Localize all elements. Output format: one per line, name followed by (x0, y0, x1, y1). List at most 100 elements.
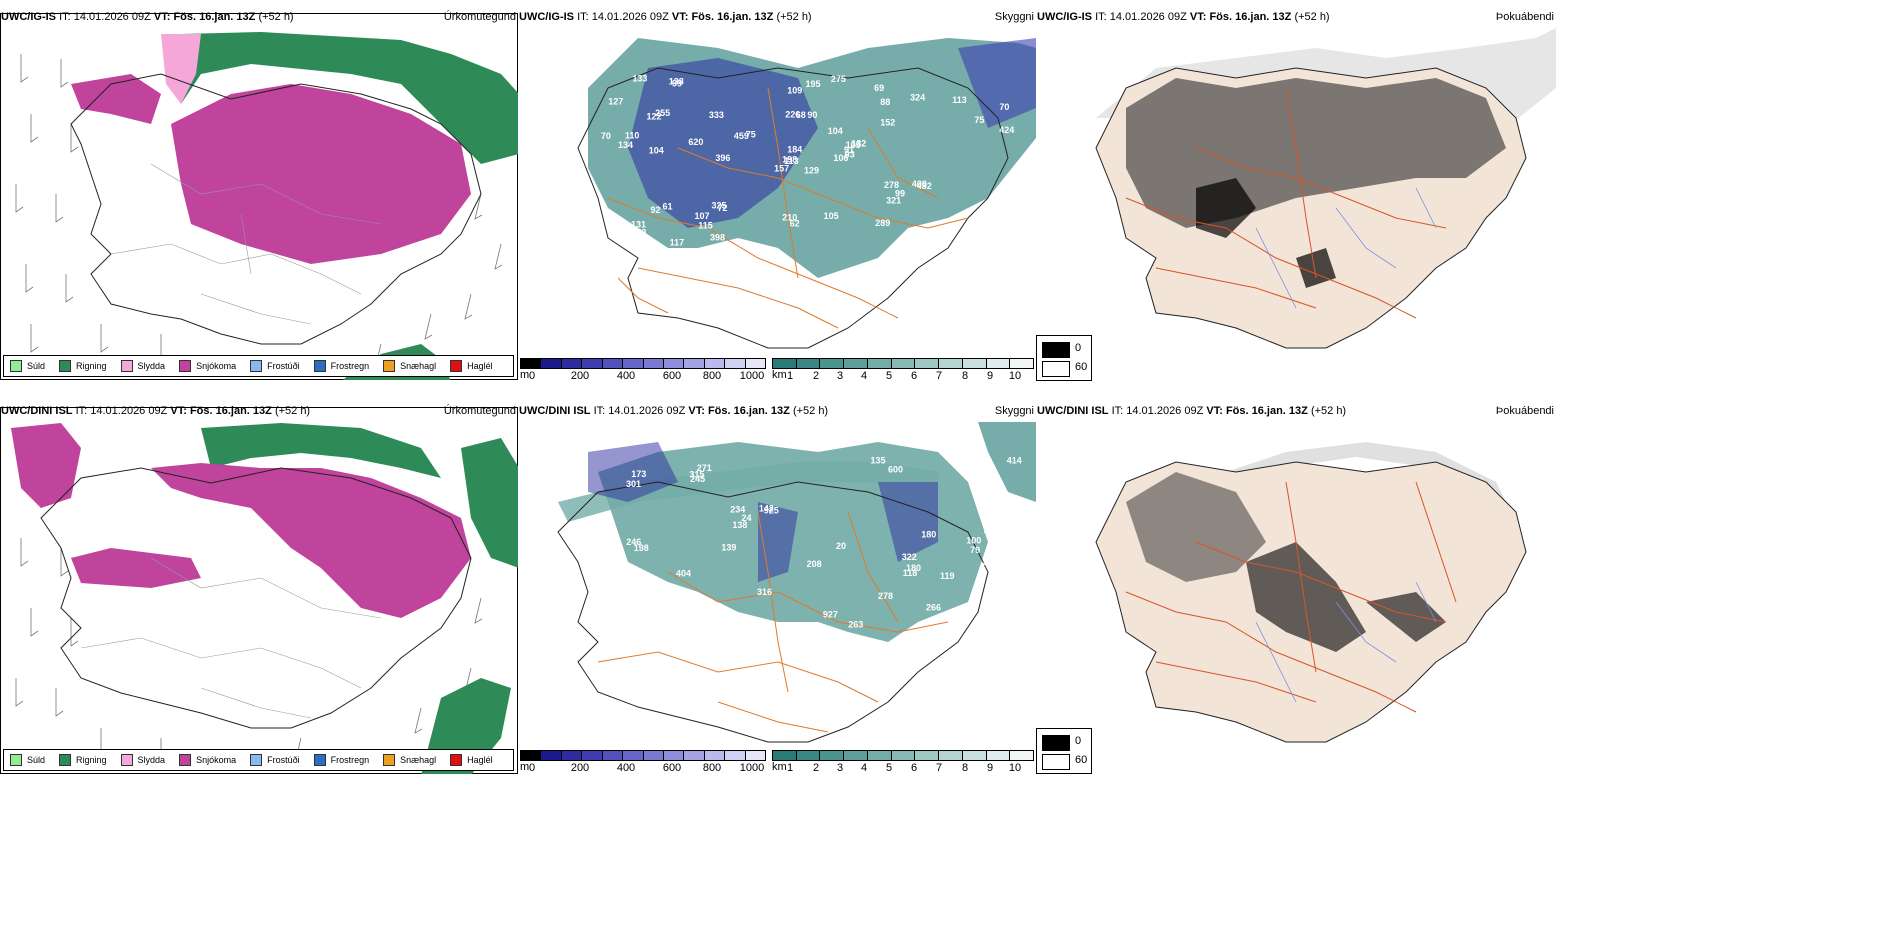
snow-area-north (151, 463, 471, 618)
panel-header: UWC/IG-IS IT: 14.01.2026 09Z VT: Fös. 16… (1, 11, 516, 23)
panel-header: UWC/DINI ISL IT: 14.01.2026 09Z VT: Fös.… (519, 405, 1034, 417)
rain-area-north (201, 423, 441, 478)
visibility-band-north (558, 462, 938, 522)
init-time: 14.01.2026 09Z (1126, 405, 1204, 417)
ceiling-label: 289 (875, 218, 890, 228)
ceiling-label: 456 (987, 216, 1002, 226)
snow-area-northwest (11, 423, 81, 508)
ceiling-label: 173 (631, 469, 646, 479)
ceiling-label: 925 (764, 506, 779, 516)
snow-area-band (71, 548, 201, 588)
ceiling-label: 88 (880, 97, 890, 107)
ceiling-label: 301 (626, 479, 641, 489)
legend-item: Snæhagl (383, 754, 436, 766)
roads (597, 511, 949, 733)
ceiling-label: 113 (784, 156, 799, 166)
ceiling-label: 72 (718, 203, 728, 213)
colorbar-unit: m (520, 369, 530, 381)
init-time: 14.01.2026 09Z (73, 11, 151, 23)
ceiling-label: 131 (631, 219, 646, 229)
visibility-colorbar-bottom: km 1 2 3 4 5 6 7 8 9 10 (772, 750, 1034, 776)
parameter-name: Úrkomutegund (443, 405, 516, 417)
ceiling-label: 61 (663, 201, 673, 211)
ceiling-label: 75 (746, 130, 756, 140)
legend-item: Frostúði (250, 754, 300, 766)
ceiling-label: 245 (690, 474, 705, 484)
precip-map-area: Súld Rigning Slydda Snjókoma Frostúði Fr… (0, 407, 518, 774)
ceiling-label: 91 (844, 145, 854, 155)
colorbar-ticks: 0 200 400 600 800 1000 (528, 370, 765, 382)
visibility-map-area: 322 79 84 271 925 266 695 600 234 263 301 246 173 645… (518, 422, 1036, 774)
ceiling-label: 325 (712, 200, 727, 210)
visibility-map: 129 122 113 131 105 72 69 90 88 106 99 86 104 70 157 15… (577, 38, 1036, 349)
precip-type-legend: Súld Rigning Slydda Snjókoma Frostúði Fr… (3, 355, 514, 377)
fog-index-panel-top: UWC/IG-IS IT: 14.01.2026 09Z VT: Fös. 16… (1036, 8, 1556, 380)
ceiling-label: 115 (698, 220, 713, 230)
ceiling-label: 645 (981, 605, 996, 615)
ceiling-label: 250 (984, 525, 999, 535)
ceiling-label: 255 (655, 108, 670, 118)
parameter-name: Skyggni (994, 11, 1034, 23)
ceiling-label: 459 (734, 131, 749, 141)
colorbar-unit: km (772, 369, 787, 381)
ceiling-label: 695 (631, 580, 646, 590)
ceiling-label: 198 (634, 543, 649, 553)
ceiling-label: 184 (787, 145, 802, 155)
ceiling-label: 195 (806, 79, 821, 89)
ceiling-label: 68 (796, 110, 806, 120)
ceiling-label: 927 (823, 610, 838, 620)
colorbar-strip (520, 358, 766, 369)
low-visibility-zone-east (958, 38, 1036, 128)
ceiling-label: 110 (625, 131, 640, 141)
visibility-panel-bottom: UWC/DINI ISL IT: 14.01.2026 09Z VT: Fös.… (518, 402, 1036, 774)
ceiling-label: 82 (960, 461, 970, 471)
valid-time: Fös. 16.jan. 13Z (1209, 11, 1292, 23)
valid-time: Fös. 16.jan. 13Z (707, 405, 790, 417)
precip-map (11, 423, 518, 774)
ceiling-label: 99 (672, 79, 682, 89)
colorbar-strip (520, 750, 766, 761)
ceiling-label: 600 (888, 465, 903, 475)
init-time: 14.01.2026 09Z (1109, 11, 1187, 23)
roads (80, 557, 382, 719)
ceiling-label: 263 (848, 620, 863, 630)
ceiling-label: 157 (774, 164, 789, 174)
colorbar-ticks: 0 200 400 600 800 1000 (528, 762, 765, 774)
fog-dark-north (1126, 472, 1266, 582)
ceiling-label: 246 (626, 537, 641, 547)
legend-item: Rigning (59, 360, 107, 372)
ceiling-label: 414 (1007, 455, 1022, 465)
legend-item: Frostregn (313, 360, 369, 372)
ceiling-label: 333 (709, 110, 724, 120)
legend-item: Slydda (120, 360, 165, 372)
ceiling-label: 142 (759, 503, 774, 513)
legend-item: Slydda (120, 754, 165, 766)
colorbar-unit: km (772, 761, 787, 773)
ceiling-label: 93 (845, 150, 855, 160)
valid-time: Fös. 16.jan. 13Z (173, 11, 256, 23)
valid-time: Fös. 16.jan. 13Z (189, 405, 272, 417)
ceiling-label: 105 (824, 211, 839, 221)
model-name: UWC/DINI ISL (519, 405, 591, 417)
panel-header: UWC/DINI ISL IT: 14.01.2026 09Z VT: Fös.… (1, 405, 516, 417)
ceiling-label: 198 (782, 154, 797, 164)
model-name: UWC/IG-IS (519, 11, 574, 23)
ceiling-label: 69 (874, 83, 884, 93)
legend-item: Snjókoma (179, 754, 236, 766)
ceiling-label: 84 (640, 605, 650, 615)
parameter-name: Þokuábendi (1495, 11, 1554, 23)
ceiling-label: 234 (730, 505, 745, 515)
colorbar-ticks: 1 2 3 4 5 6 7 8 9 10 (786, 370, 1022, 382)
ceiling-label: 132 (851, 138, 866, 148)
ceiling-label: 210 (782, 213, 797, 223)
ceiling-label: 408 (912, 179, 927, 189)
model-name: UWC/IG-IS (1, 11, 56, 23)
ceiling-label: 180 (906, 563, 921, 573)
ceiling-label: 321 (886, 195, 901, 205)
ceiling-label: 129 (804, 165, 819, 175)
model-name: UWC/IG-IS (1037, 11, 1092, 23)
colorbar-ticks: 1 2 3 4 5 6 7 8 9 10 (786, 762, 1022, 774)
legend-item: Snæhagl (383, 360, 436, 372)
ceiling-label: 424 (999, 125, 1014, 135)
ceiling-labels: 129 122 113 131 105 72 69 90 88 106 99 86 104 70 157 15… (601, 74, 1014, 249)
